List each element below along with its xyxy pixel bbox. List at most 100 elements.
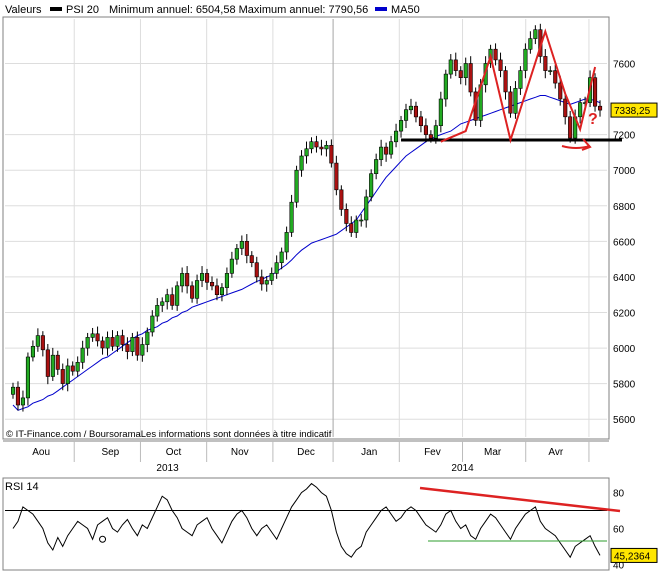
candle-body bbox=[518, 70, 523, 89]
candle-body bbox=[578, 102, 583, 118]
candle-body bbox=[65, 365, 70, 384]
y-tick-label: 7200 bbox=[613, 131, 636, 142]
candle-body bbox=[105, 337, 110, 349]
candle-body bbox=[95, 333, 100, 342]
candle-body bbox=[80, 347, 85, 363]
rsi-last-value: 45,2364 bbox=[614, 551, 651, 562]
candle-body bbox=[55, 354, 60, 370]
x-year-label: 2014 bbox=[451, 463, 474, 474]
price-axis: 5600 5800 6000 6200 6400 6600 6800 7000 7200 7600 bbox=[613, 59, 636, 426]
candle-body bbox=[120, 335, 125, 345]
down-arrow-shaft bbox=[561, 145, 591, 149]
candle-body bbox=[458, 70, 463, 78]
x-month-label: Oct bbox=[166, 447, 182, 458]
legend-label: Valeurs bbox=[5, 4, 42, 16]
candle-body bbox=[354, 219, 359, 233]
candle-body bbox=[388, 141, 394, 155]
y-tick-label: 7000 bbox=[613, 166, 636, 177]
candle-body bbox=[239, 241, 244, 249]
candle-body bbox=[314, 141, 319, 148]
x-month-label: Jan bbox=[361, 447, 377, 458]
candle-body bbox=[165, 294, 170, 303]
candle-body bbox=[224, 273, 229, 288]
x-month-label: Fev bbox=[424, 447, 441, 458]
candle-body bbox=[523, 48, 528, 71]
candle-body bbox=[493, 48, 498, 61]
date-axis: Aou Sep Oct Nov Dec Jan Fev Mar Avr 2013 2014 bbox=[32, 441, 590, 474]
candle-body bbox=[309, 141, 314, 150]
candle-body bbox=[428, 134, 433, 139]
x-month-label: Dec bbox=[297, 447, 315, 458]
candle-body bbox=[284, 232, 289, 253]
candle-body bbox=[339, 189, 344, 210]
candle-body bbox=[229, 258, 234, 274]
candle-body bbox=[528, 38, 533, 50]
candle-body bbox=[185, 273, 190, 287]
candle-body bbox=[50, 354, 55, 377]
rsi-axis: 40 60 80 bbox=[5, 489, 625, 571]
rsi-panel-frame bbox=[2, 477, 610, 571]
candle-body bbox=[155, 305, 160, 317]
candle-body bbox=[592, 77, 598, 107]
candle-body bbox=[200, 273, 205, 281]
candle-body bbox=[75, 361, 80, 372]
down-arrow-head bbox=[581, 138, 592, 151]
candle-body bbox=[180, 273, 185, 287]
question-mark-annotation: ? bbox=[588, 111, 598, 128]
candle-body bbox=[423, 125, 429, 135]
rsi-line bbox=[12, 482, 601, 559]
rsi-tick-label: 80 bbox=[613, 489, 625, 500]
candles-group bbox=[11, 23, 603, 412]
candle-body bbox=[374, 159, 379, 174]
candle-body bbox=[433, 125, 438, 139]
y-tick-label: 6400 bbox=[613, 273, 636, 284]
rsi-tick-label: 40 bbox=[613, 560, 625, 571]
x-month-label: Aou bbox=[32, 447, 50, 458]
candle-body bbox=[563, 98, 568, 118]
candle-body bbox=[443, 73, 448, 100]
candle-body bbox=[25, 356, 31, 399]
candle-body bbox=[364, 196, 369, 221]
candle-body bbox=[70, 365, 75, 372]
candle-body bbox=[329, 145, 334, 164]
candle-body bbox=[269, 273, 274, 281]
candle-body bbox=[503, 70, 508, 93]
candle-body bbox=[558, 82, 563, 100]
candle-body bbox=[448, 59, 453, 75]
legend-ma-name: MA50 bbox=[391, 4, 420, 16]
annotations-group: ? 7338,25 bbox=[401, 28, 658, 151]
y-tick-label: 6000 bbox=[613, 344, 636, 355]
candle-body bbox=[463, 63, 468, 78]
candle-body bbox=[553, 70, 558, 84]
candle-body bbox=[135, 337, 140, 356]
candle-body bbox=[359, 219, 364, 222]
candle-body bbox=[20, 397, 26, 406]
candle-body bbox=[60, 369, 65, 384]
y-tick-label: 7600 bbox=[613, 59, 636, 70]
candle-body bbox=[210, 281, 215, 287]
candle-body bbox=[304, 148, 309, 157]
last-price-box bbox=[610, 102, 658, 118]
candle-body bbox=[150, 315, 155, 333]
x-month-label: Avr bbox=[548, 447, 563, 458]
zigzag-annotation bbox=[440, 28, 597, 144]
candle-body bbox=[190, 285, 195, 299]
y-tick-label: 6800 bbox=[613, 202, 636, 213]
candle-body bbox=[548, 70, 553, 72]
y-tick-label: 6600 bbox=[613, 237, 636, 248]
candle-body bbox=[468, 63, 473, 93]
legend: Valeurs PSI 20 Minimum annuel: 6504,58 M… bbox=[5, 4, 420, 16]
x-year-label: 2013 bbox=[156, 463, 179, 474]
candle-body bbox=[294, 169, 299, 203]
candle-body bbox=[100, 340, 105, 349]
candle-body bbox=[508, 91, 513, 114]
candle-body bbox=[30, 345, 36, 358]
candle-body bbox=[125, 344, 130, 352]
candle-body bbox=[393, 130, 399, 143]
candle-body bbox=[533, 29, 538, 39]
candle-body bbox=[597, 105, 603, 111]
candle-body bbox=[195, 280, 200, 299]
candle-body bbox=[513, 88, 518, 114]
candle-body bbox=[413, 105, 419, 118]
